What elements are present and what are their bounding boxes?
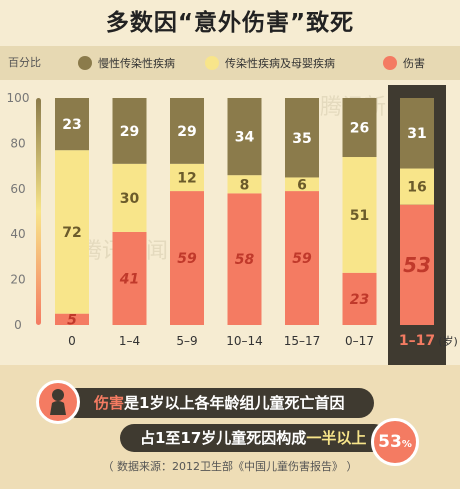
bar-segment [170,98,204,164]
bar-segment [112,163,147,232]
x-unit-label: (岁) [438,334,458,348]
x-tick-label: 1–4 [119,334,140,348]
data-label: 30 [120,191,140,207]
x-tick-label: 0 [68,334,76,348]
data-label: 41 [119,272,139,288]
percent-unit: % [401,439,412,450]
data-label: 53 [403,253,431,277]
data-label: 35 [292,131,311,147]
callout-injury: 伤害是1岁以上各年龄组儿童死亡首因 [62,388,374,418]
bar-segment [55,150,89,314]
data-source: （ 数据来源：2012卫生部《中国儿童伤害报告》 ） [102,460,358,473]
data-label: 5 [67,312,77,328]
bar-segment [400,98,434,169]
percent-badge: 53% [371,418,419,466]
data-label: 23 [62,117,81,133]
legend-item-injury: 伤害 [383,46,425,80]
bar-segment [342,98,377,158]
legend-item-infectious: 传染性疾病及母婴疾病 [205,46,335,80]
bar-segment [112,98,147,164]
bar-segment [227,98,262,176]
bar-segment [342,157,377,273]
y-tick-label: 40 [10,227,25,241]
data-label: 34 [235,130,255,146]
y-tick-label: 0 [14,318,22,332]
chart-title: 多数因“意外伤害”致死 [105,10,355,36]
legend-swatch [383,56,397,70]
bar-segment [112,231,147,325]
bar-segment [285,191,319,325]
bar-segment [342,272,377,325]
legend-swatch [78,56,92,70]
data-label: 8 [240,177,250,193]
data-label: 72 [62,225,81,241]
x-tick-label: 15–17 [284,334,321,348]
data-label: 16 [407,180,426,196]
data-label: 51 [350,208,369,224]
legend-text: 伤害 [403,57,425,70]
legend-item-chronic: 慢性传染性疾病 [78,46,175,80]
data-label: 58 [235,252,255,268]
bar-segment [400,204,434,325]
bar-segment [285,177,319,192]
x-tick-label: 1–17 [399,333,435,349]
callout-highlight: 一半以上 [306,429,367,447]
data-label: 59 [292,251,312,267]
bar-segment [170,163,204,192]
data-label: 26 [350,121,369,137]
y-tick-label: 80 [10,136,25,150]
callout-text: 占1至17岁儿童死因构成 [140,429,307,447]
legend-text: 慢性传染性疾病 [98,57,175,70]
bar-segment [227,175,262,194]
data-label: 6 [297,177,307,193]
y-tick-label: 100 [7,91,30,105]
x-tick-label: 10–14 [226,334,263,348]
data-label: 59 [177,251,197,267]
legend: 百分比 慢性传染性疾病 传染性疾病及母婴疾病 伤害 [0,46,460,80]
bar-segment [55,313,89,325]
data-label: 29 [120,124,139,140]
stacked-bar-chart: 020406080100腾讯新闻腾讯新闻5722304130291–459122… [7,85,458,365]
y-tick-label: 20 [10,273,25,287]
child-icon [36,380,80,424]
y-scale-bar [36,98,41,325]
data-label: 12 [177,170,196,186]
y-tick-label: 60 [10,182,25,196]
data-label: 31 [407,126,426,142]
callout-text: 是1岁以上各年龄组儿童死亡首因 [124,394,345,412]
x-tick-label: 5–9 [176,334,197,348]
legend-text: 传染性疾病及母婴疾病 [225,57,335,70]
bar-segment [55,98,89,151]
x-tick-label: 0–17 [345,334,374,348]
data-label: 23 [350,292,369,308]
percent-value: 53 [378,432,402,452]
legend-swatch [205,56,219,70]
legend-label: 百分比 [8,56,41,69]
callout-share: 占1至17岁儿童死因构成一半以上 [120,424,388,452]
data-label: 29 [177,124,196,140]
bar-segment [170,191,204,325]
bar-segment [400,168,434,205]
callout-highlight: 伤害 [94,394,125,412]
bar-segment [227,193,262,325]
bar-segment [285,98,319,178]
